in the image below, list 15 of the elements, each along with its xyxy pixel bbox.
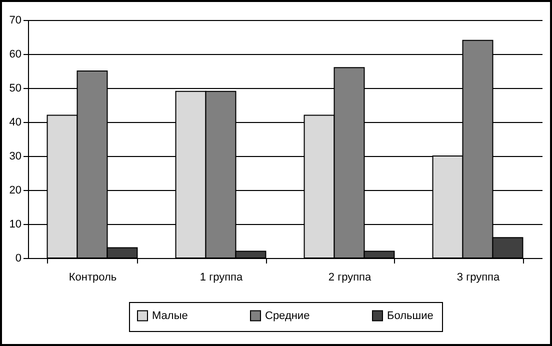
x-tick-label: 3 группа	[456, 272, 500, 284]
x-tick-label: 1 группа	[200, 272, 244, 284]
legend-label: Малые	[152, 310, 188, 322]
y-tick-label: 30	[9, 150, 22, 162]
y-tick-label: 70	[9, 14, 22, 26]
x-tick-label: Контроль	[68, 272, 117, 284]
y-tick-label: 40	[9, 116, 22, 128]
y-tick-label: 50	[9, 82, 22, 94]
legend-label: Большие	[387, 310, 434, 322]
y-tick-label: 0	[15, 252, 22, 264]
x-tick-label: 2 группа	[328, 272, 372, 284]
y-tick-label: 10	[9, 218, 22, 230]
legend-label: Средние	[265, 310, 310, 322]
y-tick-label: 60	[9, 48, 22, 60]
y-tick-label: 20	[9, 184, 22, 196]
